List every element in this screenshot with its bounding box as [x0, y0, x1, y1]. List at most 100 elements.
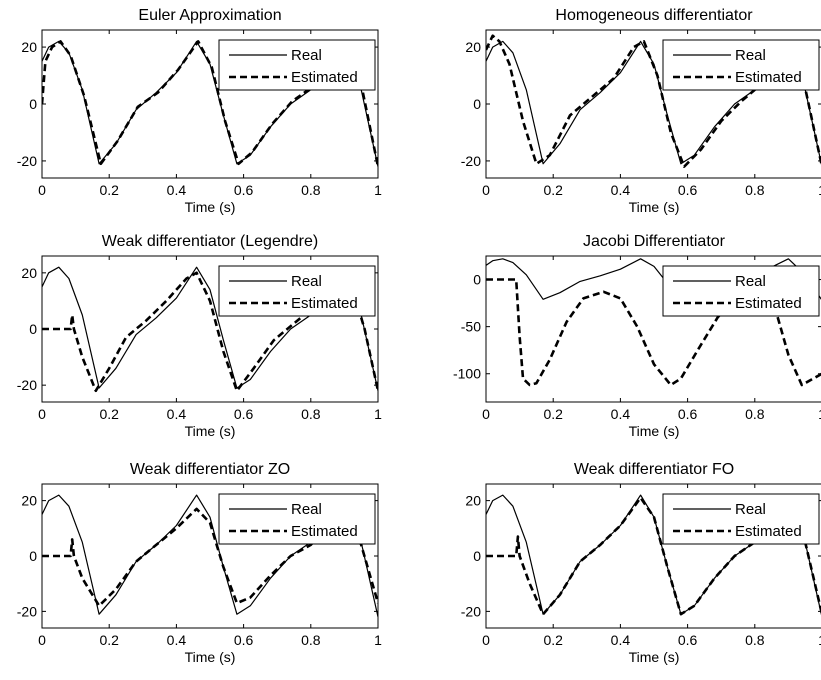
- x-axis-label: Time (s): [185, 649, 236, 665]
- y-tick-label: 0: [29, 548, 37, 564]
- y-tick-label: 20: [465, 493, 481, 509]
- x-tick-label: 0.8: [745, 406, 765, 422]
- x-tick-label: 0.4: [167, 182, 187, 198]
- y-tick-label: 0: [29, 96, 37, 112]
- chart-title: Weak differentiator ZO: [130, 461, 290, 478]
- y-tick-label: -20: [17, 603, 37, 619]
- x-tick-label: 1: [818, 406, 821, 422]
- series-line-estimated: [42, 507, 378, 608]
- x-tick-label: 0: [482, 632, 490, 648]
- legend-label: Estimated: [291, 295, 358, 312]
- legend-label: Estimated: [735, 69, 802, 86]
- x-tick-label: 0.6: [234, 406, 254, 422]
- plot-panel-3: Weak differentiator (Legendre) 0 0.2 0.4 0.6…: [17, 233, 382, 439]
- y-tick-label: -20: [461, 153, 481, 169]
- x-tick-label: 0.4: [611, 632, 631, 648]
- plot-panel-5: Weak differentiator ZO0 0.2 0.4 0.6 0.8 1-200…: [17, 461, 382, 665]
- legend: Real Estimated: [662, 265, 820, 317]
- x-axis-label: Time (s): [629, 423, 680, 439]
- legend-box: [218, 265, 376, 317]
- x-tick-label: 0.6: [678, 406, 698, 422]
- x-tick-label: 0.8: [745, 632, 765, 648]
- legend-box: [218, 39, 376, 91]
- legend: Real Estimated: [662, 493, 820, 545]
- y-tick-label: 20: [21, 39, 37, 55]
- plot-panel-2: Homogeneous differentiator 0 0.2 0.4 0.6 0.8 1…: [461, 7, 821, 215]
- x-tick-label: 0.4: [611, 406, 631, 422]
- x-tick-label: 0.2: [99, 406, 119, 422]
- legend: Real Estimated: [218, 265, 376, 317]
- legend-label: Estimated: [735, 523, 802, 540]
- x-tick-label: 1: [374, 406, 382, 422]
- legend-label: Estimated: [735, 295, 802, 312]
- legend: Real Estimated: [662, 39, 820, 91]
- axes-box: [485, 255, 821, 403]
- x-axis-label: Time (s): [629, 199, 680, 215]
- legend-label: Real: [735, 47, 766, 64]
- y-tick-label: 20: [21, 493, 37, 509]
- legend-label: Real: [735, 273, 766, 290]
- x-tick-label: 0: [482, 406, 490, 422]
- legend-box: [218, 493, 376, 545]
- chart-title: Euler Approximation: [138, 7, 281, 24]
- plot-panel-6: Weak differentiator FO00.20.40.60.81-200…: [461, 461, 821, 665]
- y-tick-label: -20: [17, 377, 37, 393]
- legend-label: Estimated: [291, 69, 358, 86]
- x-tick-label: 0.2: [543, 632, 563, 648]
- x-tick-label: 1: [374, 632, 382, 648]
- x-tick-label: 0.8: [745, 182, 765, 198]
- y-tick-label: 0: [473, 548, 481, 564]
- legend-label: Real: [735, 501, 766, 518]
- legend-box: [662, 265, 820, 317]
- x-tick-label: 1: [374, 182, 382, 198]
- x-tick-label: 0.8: [301, 182, 321, 198]
- y-tick-label: 0: [473, 272, 481, 288]
- x-tick-label: 0.4: [611, 182, 631, 198]
- chart-title: Weak differentiator (Legendre): [102, 233, 318, 250]
- x-tick-label: 0.6: [678, 632, 698, 648]
- chart-title: Weak differentiator FO: [574, 461, 734, 478]
- x-tick-label: 0.2: [99, 632, 119, 648]
- legend-label: Real: [291, 47, 322, 64]
- legend-box: [662, 493, 820, 545]
- x-tick-label: 0.2: [99, 182, 119, 198]
- series-line-estimated: [486, 278, 821, 387]
- x-tick-label: 0: [38, 406, 46, 422]
- x-tick-label: 1: [818, 182, 821, 198]
- legend-label: Real: [291, 501, 322, 518]
- x-tick-label: 0.2: [543, 406, 563, 422]
- x-tick-label: 0.6: [678, 182, 698, 198]
- x-tick-label: 0: [38, 632, 46, 648]
- x-tick-label: 0.2: [543, 182, 563, 198]
- legend-box: [662, 39, 820, 91]
- legend-label: Estimated: [291, 523, 358, 540]
- chart-title: Homogeneous differentiator: [555, 7, 753, 24]
- x-tick-label: 0.4: [167, 632, 187, 648]
- legend: Real Estimated: [218, 493, 376, 545]
- y-tick-label: 0: [29, 321, 37, 337]
- y-tick-label: 20: [21, 265, 37, 281]
- x-axis-label: Time (s): [185, 423, 236, 439]
- x-tick-label: 1: [818, 632, 821, 648]
- y-tick-label: 0: [473, 96, 481, 112]
- x-tick-label: 0: [482, 182, 490, 198]
- y-tick-label: -50: [461, 319, 481, 335]
- legend: Real Estimated: [218, 39, 376, 91]
- y-tick-label: 20: [465, 39, 481, 55]
- y-tick-label: -20: [17, 153, 37, 169]
- legend-label: Real: [291, 273, 322, 290]
- x-tick-label: 0: [38, 182, 46, 198]
- x-axis-label: Time (s): [185, 199, 236, 215]
- x-tick-label: 0.8: [301, 406, 321, 422]
- x-tick-label: 0.6: [234, 182, 254, 198]
- chart-title: Jacobi Differentiator: [583, 233, 726, 250]
- y-tick-label: -20: [461, 603, 481, 619]
- x-tick-label: 0.4: [167, 406, 187, 422]
- x-tick-label: 0.6: [234, 632, 254, 648]
- x-axis-label: Time (s): [629, 649, 680, 665]
- y-tick-label: -100: [453, 366, 481, 382]
- x-tick-label: 0.8: [301, 632, 321, 648]
- plot-panel-4: Jacobi Differentiator 0 0.2 0.4 0.6 0.8 1 -100 -…: [453, 233, 821, 439]
